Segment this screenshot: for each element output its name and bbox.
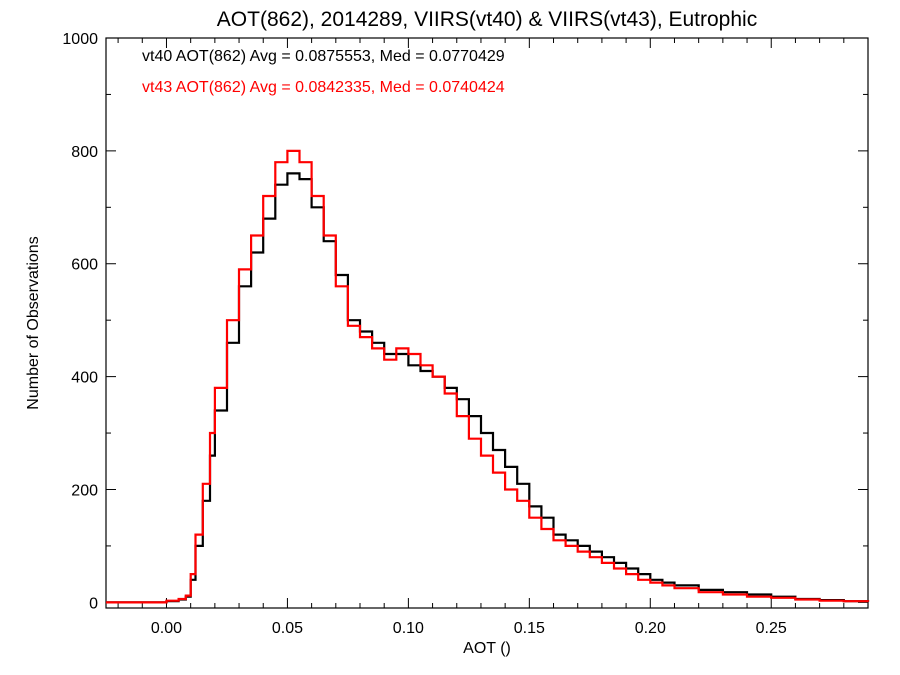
y-tick-label: 800 bbox=[71, 144, 98, 161]
x-tick-label: 0.00 bbox=[151, 620, 182, 637]
y-tick-label: 1000 bbox=[62, 31, 98, 48]
y-axis: 0 200 400 600 800 1000 bbox=[62, 31, 868, 612]
legend-vt43: vt43 AOT(862) Avg = 0.0842335, Med = 0.0… bbox=[142, 79, 505, 96]
x-tick-label: 0.10 bbox=[393, 620, 424, 637]
y-axis-label: Number of Observations bbox=[25, 236, 42, 409]
x-tick-label: 0.25 bbox=[756, 620, 787, 637]
plot-frame bbox=[105, 37, 869, 609]
y-tick-label: 400 bbox=[71, 370, 98, 387]
series-vt43-line bbox=[106, 149, 870, 604]
y-tick-label: 200 bbox=[71, 482, 98, 499]
y-tick-label: 0 bbox=[89, 595, 98, 612]
x-axis: 0.00 0.05 0.10 0.15 0.20 0.25 bbox=[117, 38, 845, 637]
legend-vt40: vt40 AOT(862) Avg = 0.0875553, Med = 0.0… bbox=[142, 48, 505, 65]
series-group bbox=[106, 149, 870, 604]
x-tick-label: 0.05 bbox=[272, 620, 303, 637]
x-tick-label: 0.20 bbox=[635, 620, 666, 637]
x-axis-label: AOT () bbox=[463, 640, 511, 657]
x-tick-label: 0.15 bbox=[514, 620, 545, 637]
y-tick-label: 600 bbox=[71, 257, 98, 274]
chart-title: AOT(862), 2014289, VIIRS(vt40) & VIIRS(v… bbox=[217, 8, 757, 31]
